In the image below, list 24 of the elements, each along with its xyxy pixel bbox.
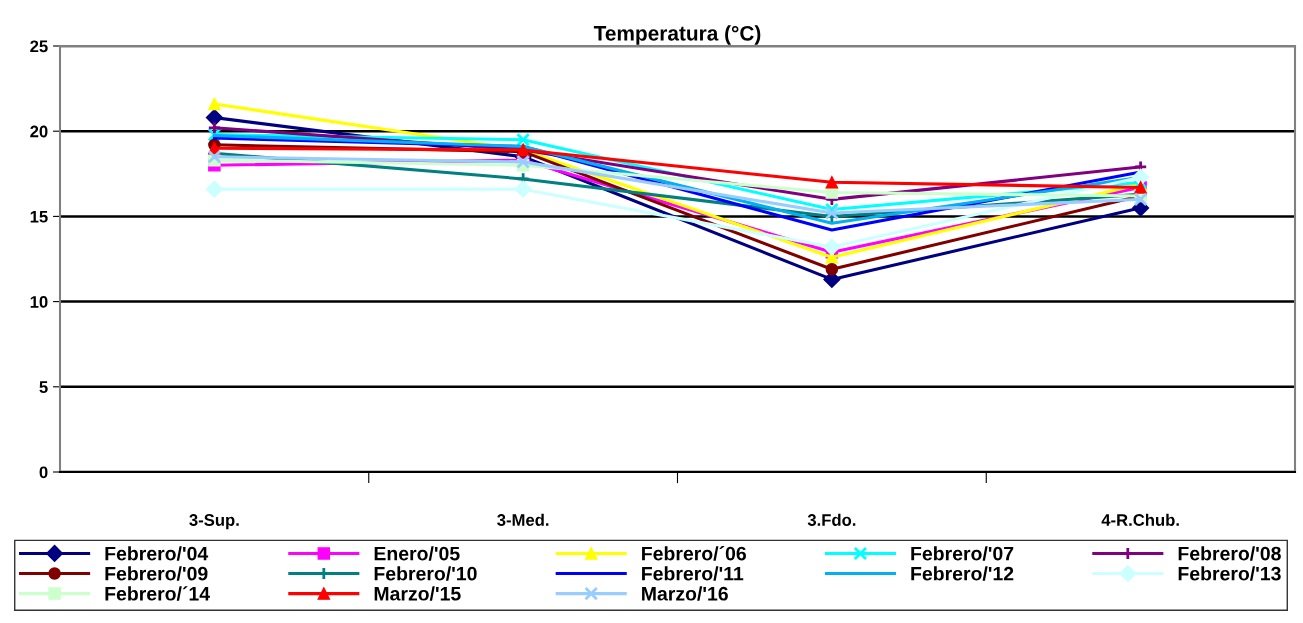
- legend-label: Febrero/´14: [105, 586, 210, 601]
- y-tick-label: 10: [30, 296, 48, 308]
- y-tick-label: 20: [30, 125, 48, 138]
- y-tick-label: 5: [39, 381, 48, 393]
- legend-label: Febrero/'04: [105, 546, 209, 561]
- y-tick-label: 0: [39, 466, 48, 479]
- x-tick-label: 4-R.Chub.: [1101, 513, 1179, 526]
- legend-label: Enero/'05: [374, 546, 460, 561]
- x-tick-label: 3-Sup.: [189, 514, 239, 530]
- legend-label: Febrero/´06: [642, 546, 746, 561]
- legend-label: Febrero/'07: [911, 546, 1014, 561]
- y-tick-label: 15: [30, 210, 48, 223]
- legend-label: Febrero/'12: [911, 566, 1014, 581]
- legend-label: Marzo/'16: [642, 586, 728, 601]
- y-tick-label: 25: [30, 40, 48, 53]
- legend-label: Febrero/'09: [105, 566, 208, 581]
- legend-label: Febrero/'10: [374, 566, 477, 581]
- x-tick-label: 3.Fdo.: [807, 513, 856, 526]
- legend-label: Febrero/'08: [1178, 546, 1281, 561]
- legend-label: Febrero/'11: [642, 566, 744, 581]
- chart-title: Temperatura (°C): [593, 25, 761, 45]
- legend-label: Marzo/'15: [374, 586, 461, 601]
- x-tick-label: 3-Med.: [497, 513, 549, 526]
- legend-label: Febrero/'13: [1178, 566, 1281, 581]
